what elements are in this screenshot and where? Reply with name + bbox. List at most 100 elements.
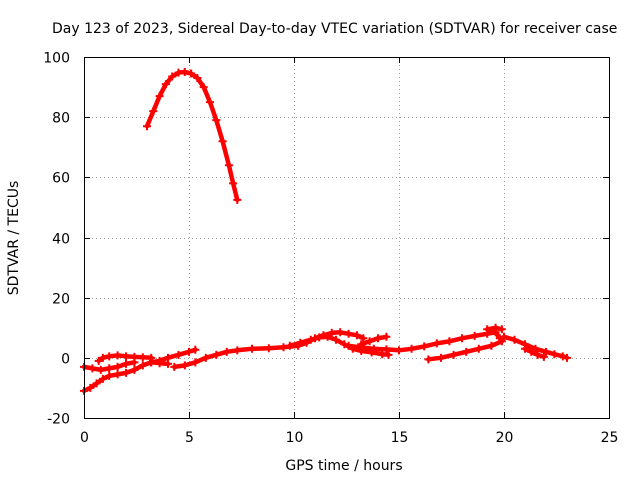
x-tick-label: 0 [80,430,89,446]
data-point [191,358,200,367]
data-point [510,335,519,344]
data-point [264,344,273,353]
series-arc-10 [500,332,571,362]
series-arc-11 [521,344,548,361]
series-arc-7 [357,332,391,349]
series-arc-8 [424,337,506,364]
x-tick-labels: 0 5 10 15 20 25 [80,430,618,446]
data-point [497,325,506,334]
data-point [149,107,158,116]
data-point [533,350,542,359]
x-tick-label: 10 [286,430,304,446]
series-line [144,69,240,203]
series-arc-9 [483,323,506,335]
data-point [563,353,571,362]
data-point [105,364,114,373]
x-tick-label: 15 [391,430,409,446]
data-point [357,340,366,349]
y-axis-label: SDTVAR / TECUs [6,181,22,296]
data-point [122,368,130,377]
data-point [332,335,340,344]
data-point [168,72,177,81]
data-point [344,329,353,338]
data-point [323,332,332,341]
data-point [122,352,130,361]
data-point [187,69,196,78]
data-point [130,352,139,361]
data-point [201,353,210,362]
data-point [155,92,164,101]
data-series [80,68,571,395]
data-point [458,334,466,343]
series-arc-4 [170,328,368,371]
data-point [94,356,103,365]
data-point [193,74,202,83]
data-point [138,353,147,362]
data-point [353,331,361,340]
series-line [522,346,547,360]
data-point [432,339,441,348]
y-tick-label: 100 [43,51,70,67]
data-point [279,343,288,352]
data-point [374,334,382,343]
data-point [212,350,221,359]
data-point [539,352,548,361]
data-point [113,370,122,379]
y-tick-label: 60 [52,171,70,187]
y-tick-labels: -20 0 20 40 60 80 100 [43,51,70,428]
data-point [92,379,101,388]
data-point [550,350,559,359]
data-point [222,347,231,356]
data-point [359,334,368,343]
data-point [542,347,550,356]
data-point [365,337,374,346]
axis-ticks [84,57,610,419]
data-point [449,350,458,359]
data-point [491,323,500,332]
data-point [191,345,200,354]
data-point [327,328,336,337]
x-tick-label: 20 [496,430,514,446]
data-point [437,353,445,362]
data-point [147,358,156,367]
x-tick-label: 5 [185,430,194,446]
series-arc-high [143,68,242,204]
data-point [384,350,393,359]
data-point [170,362,179,371]
data-point [229,179,238,188]
x-axis-label: GPS time / hours [285,458,402,474]
data-point [105,371,114,380]
data-point [180,361,189,370]
data-point [88,364,97,373]
y-tick-label: 80 [52,111,70,127]
data-point [369,344,378,353]
y-tick-label: 40 [52,232,70,248]
data-point [527,347,536,356]
data-point [315,333,324,342]
data-point [218,137,227,146]
data-point [407,344,416,353]
data-point [155,359,164,368]
data-point [420,342,429,351]
y-tick-label: 20 [52,292,70,308]
data-point [336,328,345,337]
data-point [185,347,193,356]
data-point [113,351,122,360]
data-point [462,347,471,356]
data-point [164,359,172,368]
data-point [521,344,529,353]
data-point [138,361,147,370]
data-point [98,353,107,362]
data-point [483,325,492,334]
data-point [474,344,483,353]
data-point [487,341,496,350]
series-line [358,334,389,347]
x-tick-label: 25 [601,430,619,446]
data-point [180,68,189,77]
data-point [424,355,433,364]
series-arc-3 [94,351,172,368]
data-point [122,359,130,368]
data-point [497,337,506,346]
data-point [445,337,454,346]
